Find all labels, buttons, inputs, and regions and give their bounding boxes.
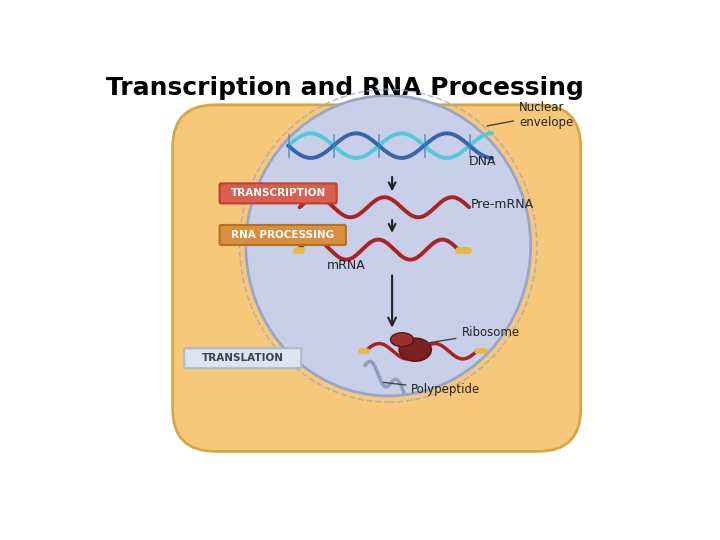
Text: DNA: DNA (469, 154, 497, 167)
Text: Ribosome: Ribosome (427, 326, 520, 343)
Ellipse shape (390, 333, 414, 347)
Text: Pre-mRNA: Pre-mRNA (471, 198, 534, 212)
FancyBboxPatch shape (173, 105, 581, 451)
FancyBboxPatch shape (184, 348, 301, 368)
FancyBboxPatch shape (220, 225, 346, 245)
Ellipse shape (246, 96, 531, 396)
Text: Nuclear
envelope: Nuclear envelope (487, 101, 573, 129)
Text: mRNA: mRNA (327, 259, 365, 272)
Text: TRANSCRIPTION: TRANSCRIPTION (230, 188, 325, 198)
FancyBboxPatch shape (220, 184, 337, 204)
Ellipse shape (399, 338, 431, 361)
Text: Polypeptide: Polypeptide (383, 382, 481, 396)
Text: RNA PROCESSING: RNA PROCESSING (231, 230, 334, 240)
Text: TRANSLATION: TRANSLATION (202, 353, 284, 363)
Text: Transcription and RNA Processing: Transcription and RNA Processing (106, 76, 583, 100)
